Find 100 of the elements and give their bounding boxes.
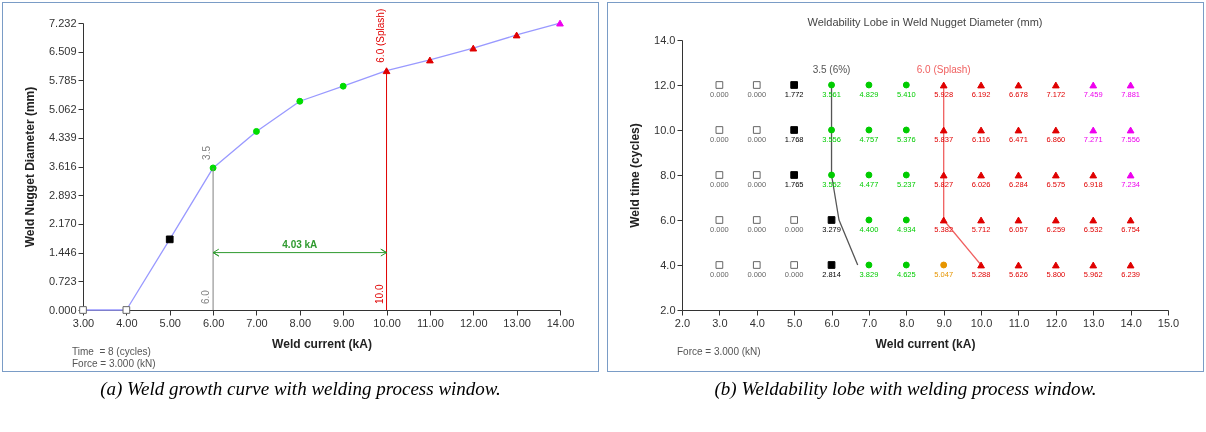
text: (b) Weldability lobe with welding process window. bbox=[713, 378, 1098, 400]
text: Time = 8 (cycles) bbox=[72, 346, 151, 357]
x-tick-label: 15.0 bbox=[1157, 316, 1180, 329]
x-tick-label: 14.00 bbox=[546, 316, 575, 329]
point bbox=[715, 81, 724, 89]
point bbox=[828, 171, 835, 179]
point bbox=[827, 261, 836, 269]
point bbox=[1089, 216, 1098, 224]
x-tick-label: 10.0 bbox=[970, 316, 993, 329]
point bbox=[339, 82, 347, 90]
point bbox=[902, 261, 910, 269]
point bbox=[939, 216, 948, 224]
point bbox=[977, 126, 985, 134]
point bbox=[977, 261, 985, 269]
point bbox=[865, 171, 873, 179]
point bbox=[1014, 81, 1023, 89]
x-tick-label: 6.00 bbox=[202, 316, 225, 329]
y-tick-label: 5.785 bbox=[48, 73, 77, 86]
point bbox=[902, 126, 910, 134]
text: (a) Weld growth curve with welding process window. bbox=[99, 378, 502, 400]
point bbox=[902, 171, 910, 179]
point bbox=[1014, 261, 1023, 269]
point bbox=[865, 81, 873, 89]
x-tick-label: 12.0 bbox=[1045, 316, 1068, 329]
ref-line-label: 6.0 bbox=[200, 289, 212, 304]
annotation: 3.5 bbox=[201, 145, 213, 160]
y-tick-label: 0.000 bbox=[48, 303, 77, 316]
point bbox=[715, 126, 724, 134]
point bbox=[828, 81, 835, 89]
x-tick-label: 10.00 bbox=[373, 316, 401, 329]
annotation: 6.0 (Splash) bbox=[374, 8, 386, 63]
x-tick-label: 5.00 bbox=[159, 316, 181, 329]
series-label: 3.5 (6%) bbox=[812, 64, 851, 75]
point bbox=[1089, 171, 1098, 179]
ref-line-label: 10.0 bbox=[373, 284, 385, 304]
point bbox=[1126, 261, 1135, 269]
y-tick-label: 14.0 bbox=[654, 33, 676, 46]
point bbox=[1126, 126, 1135, 134]
point bbox=[1051, 216, 1060, 224]
point bbox=[939, 126, 948, 134]
point bbox=[1051, 261, 1060, 269]
y-tick-label: 6.509 bbox=[48, 45, 77, 58]
point bbox=[1089, 81, 1098, 89]
x-tick-label: 8.0 bbox=[899, 316, 915, 329]
y-tick-label: 4.339 bbox=[48, 131, 77, 144]
point bbox=[1126, 171, 1135, 179]
point bbox=[715, 171, 724, 179]
x-tick-label: 8.00 bbox=[289, 316, 312, 329]
point bbox=[790, 216, 799, 224]
x-tick-label: 2.0 bbox=[674, 316, 691, 329]
x-tick-label: 6.0 bbox=[824, 316, 840, 329]
point bbox=[865, 261, 873, 269]
y-tick-label: 3.616 bbox=[48, 160, 77, 172]
point bbox=[752, 81, 761, 89]
y-tick-label: 1.446 bbox=[48, 246, 77, 259]
point bbox=[902, 216, 910, 224]
y-tick-label: 6.0 bbox=[660, 213, 676, 226]
point bbox=[939, 81, 948, 89]
point bbox=[382, 67, 391, 75]
point bbox=[790, 126, 799, 134]
x-tick-label: 13.00 bbox=[503, 316, 531, 329]
point bbox=[426, 56, 434, 64]
x-tick-label: 13.0 bbox=[1083, 316, 1105, 329]
point bbox=[469, 44, 478, 52]
point bbox=[1014, 126, 1023, 134]
point bbox=[939, 171, 948, 179]
point bbox=[977, 216, 985, 224]
y-tick-label: 10.0 bbox=[654, 123, 676, 136]
point bbox=[1014, 216, 1023, 224]
point bbox=[752, 171, 761, 179]
x-tick-label: 3.0 bbox=[712, 316, 728, 329]
annotation: 4.03 kA bbox=[282, 238, 318, 250]
x-tick-label: 11.00 bbox=[417, 316, 444, 329]
y-tick-label: 2.170 bbox=[48, 217, 77, 230]
point bbox=[253, 127, 260, 135]
point bbox=[122, 306, 131, 314]
point bbox=[902, 81, 910, 89]
point bbox=[1126, 216, 1135, 224]
x-tick-label: 5.0 bbox=[787, 316, 803, 329]
y-tick-label: 0.723 bbox=[48, 274, 77, 287]
y-tick-label: 12.0 bbox=[654, 78, 676, 91]
point bbox=[977, 171, 985, 179]
point bbox=[977, 81, 985, 89]
x-tick-label: 4.0 bbox=[749, 316, 765, 329]
text: Force = 3.000 (kN) bbox=[72, 358, 157, 370]
point bbox=[1051, 81, 1060, 89]
point bbox=[752, 216, 761, 224]
point bbox=[790, 81, 799, 89]
series-label: 6.0 (Splash) bbox=[916, 64, 971, 75]
point bbox=[1051, 126, 1060, 134]
point bbox=[865, 216, 873, 224]
point bbox=[715, 261, 724, 269]
point bbox=[1014, 171, 1023, 179]
point bbox=[1089, 126, 1098, 134]
point bbox=[296, 97, 304, 105]
point bbox=[1089, 261, 1098, 269]
point bbox=[1126, 81, 1135, 89]
x-tick-label: 9.00 bbox=[332, 316, 355, 329]
x-axis-title: Weld current (kA) bbox=[875, 336, 976, 351]
y-tick-label: 5.062 bbox=[48, 102, 77, 115]
